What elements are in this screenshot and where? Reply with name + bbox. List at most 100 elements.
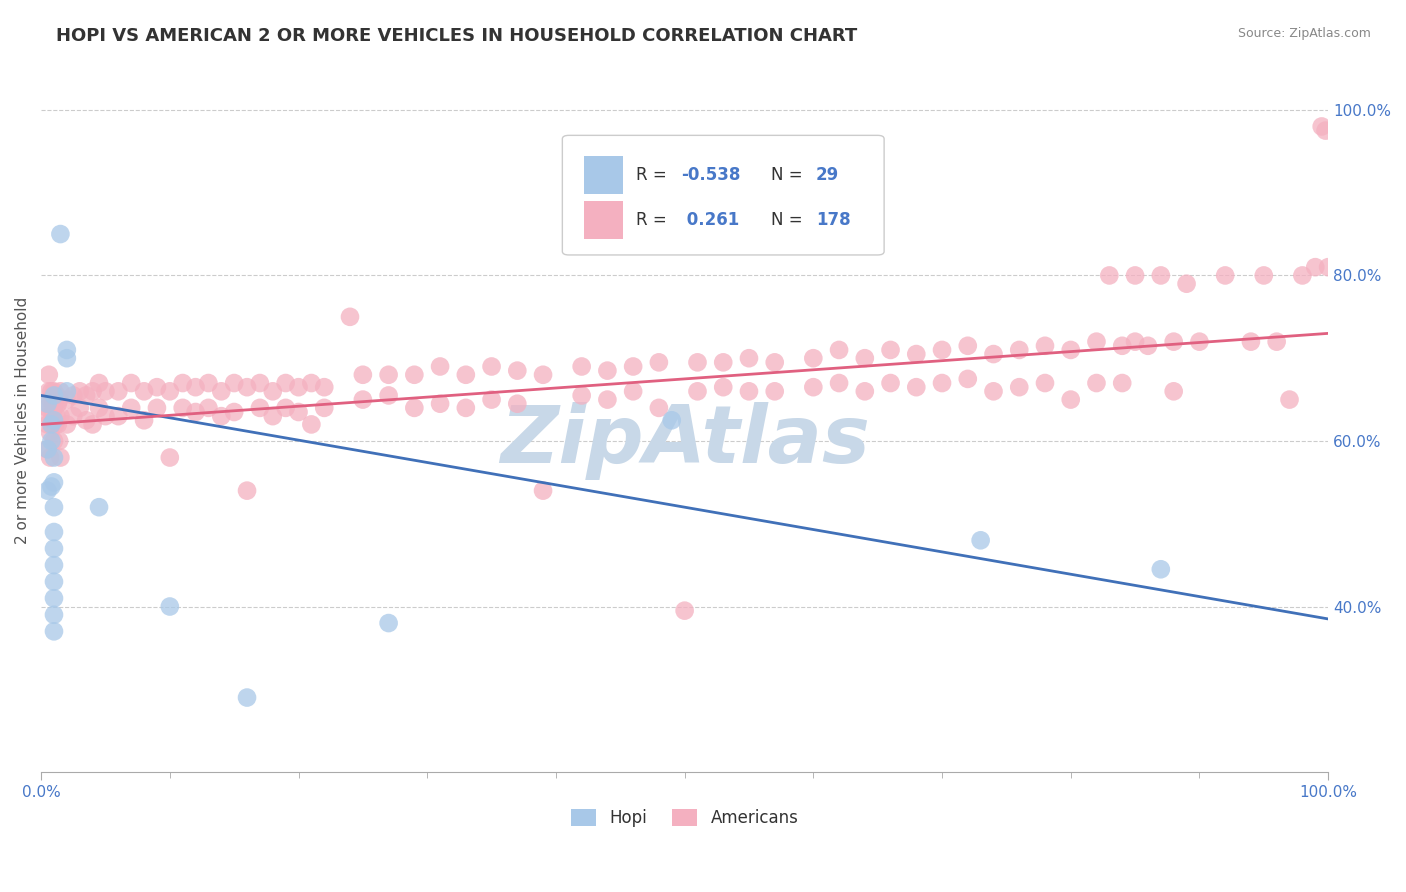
Point — [1060, 392, 1083, 407]
Point — [56, 384, 79, 399]
Point — [1111, 376, 1133, 390]
Point — [801, 351, 824, 366]
Point — [571, 388, 593, 402]
Text: N =: N = — [770, 166, 807, 184]
Point — [38, 368, 60, 382]
Text: N =: N = — [770, 211, 807, 229]
Point — [39, 450, 62, 465]
Point — [236, 483, 259, 498]
Point — [197, 401, 219, 415]
Text: HOPI VS AMERICAN 2 OR MORE VEHICLES IN HOUSEHOLD CORRELATION CHART: HOPI VS AMERICAN 2 OR MORE VEHICLES IN H… — [56, 27, 858, 45]
Point — [314, 380, 336, 394]
Point — [146, 380, 169, 394]
Point — [571, 359, 593, 374]
Point — [42, 500, 65, 515]
Point — [49, 227, 72, 241]
Point — [879, 343, 901, 357]
Point — [1136, 339, 1159, 353]
Point — [648, 355, 671, 369]
Point — [69, 401, 91, 415]
Point — [931, 376, 953, 390]
Point — [48, 392, 70, 407]
Point — [686, 355, 709, 369]
Point — [41, 401, 63, 415]
Point — [49, 384, 72, 399]
Point — [1265, 334, 1288, 349]
Y-axis label: 2 or more Vehicles in Household: 2 or more Vehicles in Household — [15, 297, 30, 544]
Point — [648, 401, 671, 415]
Point — [42, 384, 65, 399]
Point — [249, 401, 271, 415]
Point — [249, 376, 271, 390]
Point — [931, 343, 953, 357]
Point — [42, 401, 65, 415]
Point — [172, 401, 194, 415]
Point — [75, 388, 97, 402]
Point — [197, 376, 219, 390]
Point — [274, 401, 297, 415]
Point — [42, 388, 65, 402]
Point — [429, 397, 451, 411]
Point — [287, 380, 309, 394]
Point — [132, 384, 155, 399]
Point — [42, 475, 65, 490]
Text: 0.261: 0.261 — [681, 211, 740, 229]
Point — [828, 376, 851, 390]
Point — [969, 533, 991, 548]
Point — [596, 392, 619, 407]
Point — [42, 413, 65, 427]
Point — [1150, 268, 1173, 283]
Point — [299, 417, 322, 432]
Point — [184, 405, 207, 419]
Point — [983, 384, 1005, 399]
Point — [42, 450, 65, 465]
Point — [42, 558, 65, 573]
Point — [236, 380, 259, 394]
Point — [49, 450, 72, 465]
Point — [801, 380, 824, 394]
Point — [56, 343, 79, 357]
Point — [42, 591, 65, 606]
Point — [1085, 334, 1108, 349]
Point — [41, 479, 63, 493]
Point — [87, 500, 110, 515]
Point — [42, 434, 65, 448]
Point — [596, 363, 619, 377]
Point — [853, 351, 876, 366]
Point — [738, 351, 761, 366]
Point — [686, 384, 709, 399]
Point — [1123, 268, 1146, 283]
Point — [82, 417, 104, 432]
Point — [404, 401, 426, 415]
Point — [49, 409, 72, 424]
Point — [46, 397, 69, 411]
Point — [37, 397, 59, 411]
Point — [1240, 334, 1263, 349]
Point — [1033, 339, 1056, 353]
Point — [184, 380, 207, 394]
Point — [42, 541, 65, 556]
Point — [1123, 334, 1146, 349]
Point — [62, 388, 84, 402]
Point — [531, 483, 554, 498]
Point — [711, 355, 734, 369]
Point — [339, 310, 361, 324]
Point — [481, 359, 503, 374]
Point — [146, 401, 169, 415]
Point — [172, 376, 194, 390]
Point — [983, 347, 1005, 361]
FancyBboxPatch shape — [585, 201, 623, 239]
Point — [42, 574, 65, 589]
Point — [1291, 268, 1313, 283]
Point — [236, 690, 259, 705]
Point — [42, 524, 65, 539]
Point — [42, 607, 65, 622]
Point — [763, 384, 786, 399]
Point — [1317, 260, 1340, 275]
Point — [45, 388, 67, 402]
Point — [1175, 277, 1198, 291]
Text: R =: R = — [636, 211, 672, 229]
Point — [1060, 343, 1083, 357]
Point — [37, 442, 59, 457]
Point — [39, 392, 62, 407]
